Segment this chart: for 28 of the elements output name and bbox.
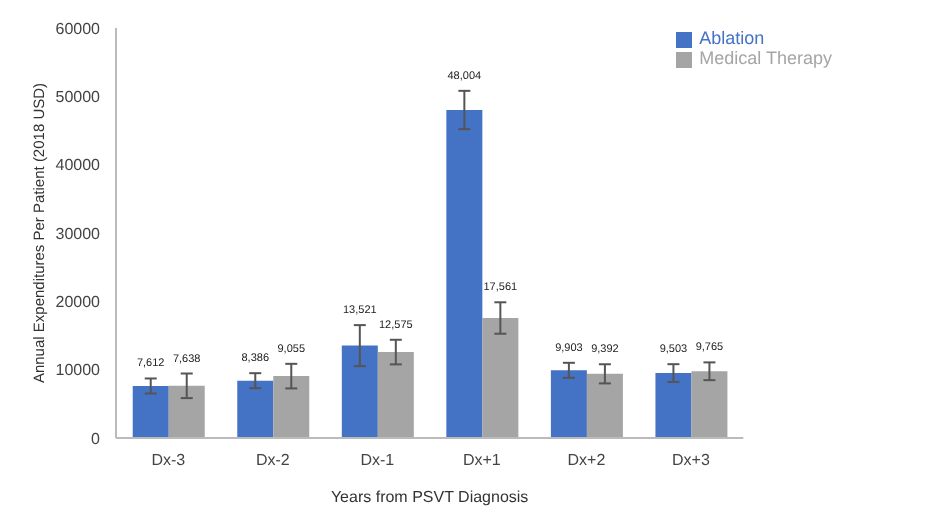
bar (273, 376, 310, 438)
x-tick-label: Dx-3 (151, 451, 187, 470)
y-tick-label: 0 (91, 429, 102, 448)
bar (237, 380, 274, 438)
y-tick-label: 20000 (55, 293, 102, 312)
x-tick-label: Dx-2 (255, 451, 291, 470)
y-tick-label: 10000 (55, 361, 102, 380)
bar (132, 385, 169, 438)
x-tick-label: Dx+2 (567, 451, 607, 470)
bar (586, 373, 623, 438)
y-tick-label: 40000 (55, 156, 102, 175)
legend-label: Ablation (699, 28, 765, 48)
legend-label: Medical Therapy (699, 48, 832, 68)
x-axis-title: Years from PSVT Diagnosis (330, 488, 529, 506)
x-tick-label: Dx-1 (360, 451, 396, 470)
bar (691, 371, 728, 438)
bar (550, 370, 587, 438)
y-tick-label: 50000 (55, 88, 102, 107)
x-tick-label: Dx+1 (462, 451, 502, 470)
bar (341, 345, 378, 438)
bar (377, 352, 414, 438)
y-tick-label: 60000 (55, 19, 102, 38)
bar (655, 373, 692, 438)
bar (482, 318, 519, 438)
bar (446, 109, 483, 438)
bar (168, 385, 205, 438)
y-tick-label: 30000 (55, 224, 102, 243)
x-tick-label: Dx+3 (672, 451, 711, 470)
